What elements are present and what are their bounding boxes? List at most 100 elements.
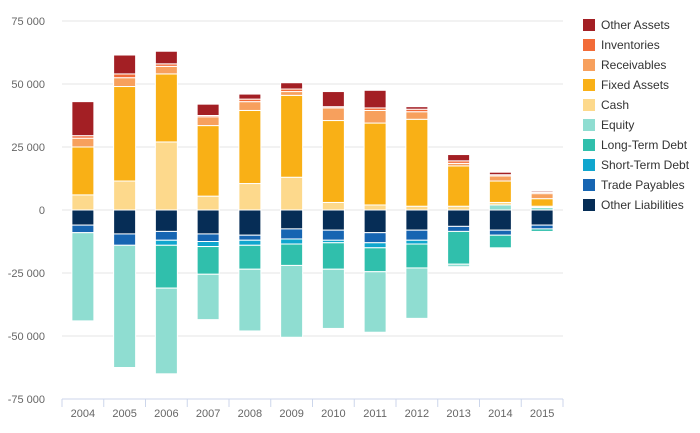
bar-segment-trade-payables-2012[interactable]	[405, 229, 429, 241]
bar-segment-cash-2006[interactable]	[154, 141, 178, 211]
legend-item-short-term-debt[interactable]: Short-Term Debt	[583, 158, 690, 172]
bar-segment-fixed-assets-2010[interactable]	[321, 120, 345, 203]
bar-segment-trade-payables-2004[interactable]	[71, 224, 95, 234]
bar-segment-other-liabilities-2009[interactable]	[280, 209, 304, 230]
bar-segment-cash-2008[interactable]	[238, 183, 262, 211]
bar-segment-other-liabilities-2008[interactable]	[238, 209, 262, 236]
legend-item-receivables[interactable]: Receivables	[583, 58, 666, 72]
bar-segment-other-assets-2011[interactable]	[363, 89, 387, 109]
bar-segment-equity-2007[interactable]	[196, 273, 220, 321]
bar-segment-fixed-assets-2014[interactable]	[488, 180, 512, 203]
bar-segment-receivables-2009[interactable]	[280, 91, 304, 96]
bar-segment-other-liabilities-2005[interactable]	[113, 209, 137, 235]
legend-item-other-liabilities[interactable]: Other Liabilities	[583, 198, 684, 212]
bar-segment-other-assets-2010[interactable]	[321, 91, 345, 108]
bar-segment-short-term-debt-2012[interactable]	[405, 239, 429, 245]
bar-segment-equity-2008[interactable]	[238, 268, 262, 332]
bar-segment-equity-2014[interactable]	[488, 204, 512, 211]
bar-segment-short-term-debt-2007[interactable]	[196, 241, 220, 248]
bar-segment-long-term-debt-2012[interactable]	[405, 243, 429, 269]
bar-segment-receivables-2014[interactable]	[488, 175, 512, 182]
bar-segment-long-term-debt-2015[interactable]	[530, 228, 554, 232]
bar-segment-receivables-2007[interactable]	[196, 116, 220, 127]
bar-segment-trade-payables-2008[interactable]	[238, 234, 262, 241]
bar-segment-long-term-debt-2011[interactable]	[363, 247, 387, 273]
bar-segment-trade-payables-2011[interactable]	[363, 232, 387, 244]
bar-segment-short-term-debt-2006[interactable]	[154, 239, 178, 246]
bar-segment-other-assets-2012[interactable]	[405, 106, 429, 110]
legend-item-cash[interactable]: Cash	[583, 98, 629, 112]
bar-segment-trade-payables-2014[interactable]	[488, 229, 512, 236]
bar-segment-inventories-2005[interactable]	[113, 73, 137, 79]
bar-segment-other-liabilities-2010[interactable]	[321, 209, 345, 231]
bar-segment-other-liabilities-2006[interactable]	[154, 209, 178, 232]
bar-segment-trade-payables-2006[interactable]	[154, 230, 178, 241]
bar-segment-fixed-assets-2011[interactable]	[363, 122, 387, 206]
bar-segment-receivables-2010[interactable]	[321, 107, 345, 122]
bar-segment-receivables-2005[interactable]	[113, 77, 137, 88]
bar-segment-other-liabilities-2015[interactable]	[530, 209, 554, 226]
bar-segment-cash-2013[interactable]	[447, 205, 471, 211]
bar-segment-equity-2012[interactable]	[405, 267, 429, 319]
bar-segment-other-assets-2009[interactable]	[280, 82, 304, 90]
bar-segment-other-assets-2006[interactable]	[154, 50, 178, 65]
bar-segment-other-assets-2007[interactable]	[196, 103, 220, 117]
bar-segment-equity-2011[interactable]	[363, 271, 387, 333]
bar-segment-other-assets-2008[interactable]	[238, 93, 262, 100]
bar-segment-other-assets-2014[interactable]	[488, 171, 512, 176]
bar-segment-receivables-2008[interactable]	[238, 101, 262, 111]
bar-segment-cash-2011[interactable]	[363, 204, 387, 211]
bar-segment-fixed-assets-2006[interactable]	[154, 73, 178, 143]
bar-segment-cash-2009[interactable]	[280, 176, 304, 211]
bar-segment-other-assets-2005[interactable]	[113, 54, 137, 75]
bar-segment-long-term-debt-2010[interactable]	[321, 242, 345, 270]
bar-segment-short-term-debt-2009[interactable]	[280, 238, 304, 245]
legend-item-fixed-assets[interactable]: Fixed Assets	[583, 78, 669, 92]
bar-segment-cash-2012[interactable]	[405, 205, 429, 211]
bar-segment-cash-2007[interactable]	[196, 195, 220, 211]
bar-segment-equity-2005[interactable]	[113, 244, 137, 368]
bar-segment-trade-payables-2005[interactable]	[113, 233, 137, 246]
bar-segment-other-liabilities-2012[interactable]	[405, 209, 429, 231]
bar-segment-fixed-assets-2005[interactable]	[113, 86, 137, 182]
bar-segment-other-assets-2013[interactable]	[447, 154, 471, 162]
bar-segment-fixed-assets-2004[interactable]	[71, 146, 95, 196]
bar-segment-long-term-debt-2014[interactable]	[488, 234, 512, 249]
legend-item-inventories[interactable]: Inventories	[583, 38, 660, 52]
bar-segment-trade-payables-2010[interactable]	[321, 229, 345, 241]
bar-segment-receivables-2006[interactable]	[154, 65, 178, 75]
bar-segment-long-term-debt-2007[interactable]	[196, 246, 220, 275]
bar-segment-trade-payables-2007[interactable]	[196, 233, 220, 243]
bar-segment-other-liabilities-2004[interactable]	[71, 209, 95, 226]
bar-segment-fixed-assets-2007[interactable]	[196, 125, 220, 197]
bar-segment-equity-2006[interactable]	[154, 287, 178, 375]
bar-segment-equity-2013[interactable]	[447, 263, 471, 268]
bar-segment-short-term-debt-2011[interactable]	[363, 242, 387, 249]
bar-segment-equity-2010[interactable]	[321, 268, 345, 329]
bar-segment-receivables-2011[interactable]	[363, 109, 387, 124]
legend-item-equity[interactable]: Equity	[583, 118, 634, 132]
bar-segment-other-liabilities-2011[interactable]	[363, 209, 387, 234]
bar-segment-other-assets-2004[interactable]	[71, 101, 95, 137]
bar-segment-cash-2005[interactable]	[113, 180, 137, 211]
bar-segment-receivables-2015[interactable]	[530, 193, 554, 200]
legend-item-other-assets[interactable]: Other Assets	[583, 18, 670, 32]
bar-segment-other-assets-2015[interactable]	[530, 190, 554, 193]
bar-segment-trade-payables-2015[interactable]	[530, 224, 554, 230]
bar-segment-equity-2004[interactable]	[71, 232, 95, 322]
legend-item-trade-payables[interactable]: Trade Payables	[583, 178, 685, 192]
bar-segment-trade-payables-2013[interactable]	[447, 225, 471, 232]
bar-segment-long-term-debt-2008[interactable]	[238, 244, 262, 270]
bar-segment-receivables-2012[interactable]	[405, 111, 429, 120]
bar-segment-other-liabilities-2013[interactable]	[447, 209, 471, 227]
legend-item-long-term-debt[interactable]: Long-Term Debt	[583, 138, 688, 152]
bar-segment-long-term-debt-2009[interactable]	[280, 243, 304, 266]
bar-segment-trade-payables-2009[interactable]	[280, 228, 304, 240]
bar-segment-fixed-assets-2008[interactable]	[238, 109, 262, 185]
bar-segment-cash-2010[interactable]	[321, 201, 345, 211]
bar-segment-fixed-assets-2012[interactable]	[405, 118, 429, 207]
bar-segment-receivables-2004[interactable]	[71, 137, 95, 148]
bar-segment-fixed-assets-2009[interactable]	[280, 94, 304, 178]
bar-segment-fixed-assets-2015[interactable]	[530, 198, 554, 207]
bar-segment-cash-2004[interactable]	[71, 194, 95, 211]
